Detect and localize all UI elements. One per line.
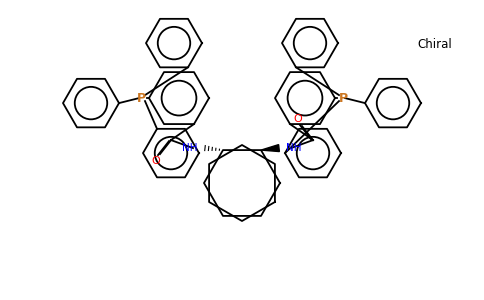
Text: P: P (338, 92, 348, 105)
Text: O: O (151, 156, 160, 166)
Text: O: O (294, 114, 302, 124)
Polygon shape (261, 145, 279, 152)
Text: P: P (136, 92, 146, 105)
Text: Chiral: Chiral (418, 38, 453, 52)
Text: NH: NH (182, 143, 198, 153)
Text: NH: NH (286, 143, 302, 153)
